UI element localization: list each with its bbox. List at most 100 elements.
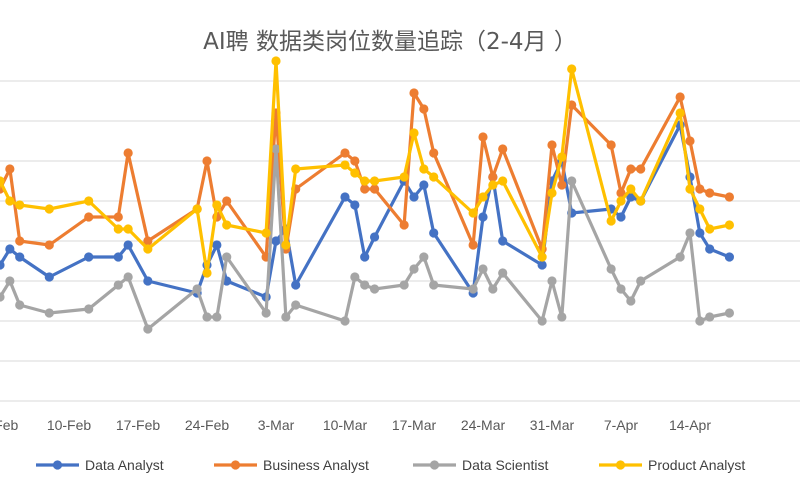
data-point (222, 220, 232, 230)
data-point (340, 148, 350, 158)
legend-label: Business Analyst (263, 457, 369, 473)
data-point (281, 240, 291, 250)
data-point (15, 252, 25, 262)
data-point (626, 296, 636, 306)
data-point (291, 280, 301, 290)
x-tick-label: 14-Apr (669, 417, 711, 433)
data-point (212, 240, 222, 250)
data-point (340, 160, 350, 170)
legend-label: Product Analyst (648, 457, 745, 473)
data-point (488, 180, 498, 190)
data-point (350, 168, 360, 178)
legend-marker (52, 460, 63, 470)
data-point (399, 220, 409, 230)
data-point (399, 172, 409, 182)
data-point (202, 156, 212, 166)
data-point (212, 200, 222, 210)
data-point (498, 268, 508, 278)
data-point (705, 224, 715, 234)
legend-label: Data Scientist (462, 457, 548, 473)
data-point (724, 220, 735, 230)
x-tick-label: 10-Feb (47, 417, 92, 433)
data-point (84, 252, 94, 262)
data-point (685, 184, 695, 194)
data-point (123, 272, 133, 282)
data-point (478, 212, 488, 222)
data-point (113, 252, 123, 262)
series-group (0, 56, 735, 334)
data-point (369, 176, 380, 186)
gridlines (0, 80, 800, 402)
data-point (15, 300, 25, 310)
legend-item: Data Scientist (413, 457, 548, 473)
data-point (0, 292, 5, 302)
data-point (724, 252, 735, 262)
data-point (360, 252, 370, 262)
data-point (409, 264, 419, 274)
chart-title: AI聘 数据类岗位数量追踪（2-4月 ） (203, 29, 577, 55)
data-point (15, 236, 25, 246)
data-point (675, 252, 685, 262)
data-point (113, 212, 123, 222)
data-point (222, 252, 232, 262)
data-point (0, 176, 5, 186)
data-point (547, 188, 557, 198)
x-tick-label: 3-Mar (258, 417, 295, 433)
data-point (498, 236, 508, 246)
data-point (192, 284, 202, 294)
data-point (626, 184, 636, 194)
data-point (547, 140, 557, 150)
data-point (547, 276, 557, 286)
data-point (468, 208, 478, 218)
data-point (340, 316, 350, 326)
data-point (0, 260, 5, 270)
data-point (557, 152, 567, 162)
data-point (468, 284, 478, 294)
data-point (123, 224, 133, 234)
legend-marker (230, 460, 241, 470)
data-point (636, 276, 646, 286)
data-point (616, 196, 626, 206)
data-point (291, 164, 301, 174)
data-point (143, 236, 153, 246)
data-point (360, 184, 370, 194)
data-point (271, 236, 281, 246)
x-tick-label: 31-Mar (530, 417, 575, 433)
data-point (291, 300, 301, 310)
data-point (626, 192, 636, 202)
data-point (5, 244, 15, 254)
data-point (498, 144, 508, 154)
data-point (488, 172, 498, 182)
data-point (606, 216, 616, 226)
data-point (675, 92, 685, 102)
series-product-analyst (0, 56, 735, 278)
x-axis-tick-labels: 3-Feb 10-Feb 17-Feb 24-Feb 3-Mar 10-Mar 17-Mar… (0, 417, 711, 433)
data-point (409, 88, 419, 98)
data-point (724, 308, 735, 318)
data-point (143, 324, 153, 334)
data-point (84, 304, 94, 314)
data-point (724, 192, 735, 202)
data-point (281, 312, 291, 322)
data-point (5, 276, 15, 286)
data-point (350, 200, 360, 210)
x-tick-label: 24-Mar (461, 417, 506, 433)
legend-item: Business Analyst (214, 457, 369, 473)
data-point (222, 196, 232, 206)
data-point (705, 312, 715, 322)
data-point (419, 252, 429, 262)
data-point (429, 228, 439, 238)
data-point (44, 240, 54, 250)
data-point (202, 312, 212, 322)
data-point (261, 228, 271, 238)
data-point (675, 108, 685, 118)
data-point (705, 244, 715, 254)
x-tick-label: 10-Mar (323, 417, 368, 433)
data-point (84, 212, 94, 222)
data-point (360, 280, 370, 290)
x-tick-label: 17-Mar (392, 417, 437, 433)
data-point (143, 244, 153, 254)
data-point (113, 224, 123, 234)
